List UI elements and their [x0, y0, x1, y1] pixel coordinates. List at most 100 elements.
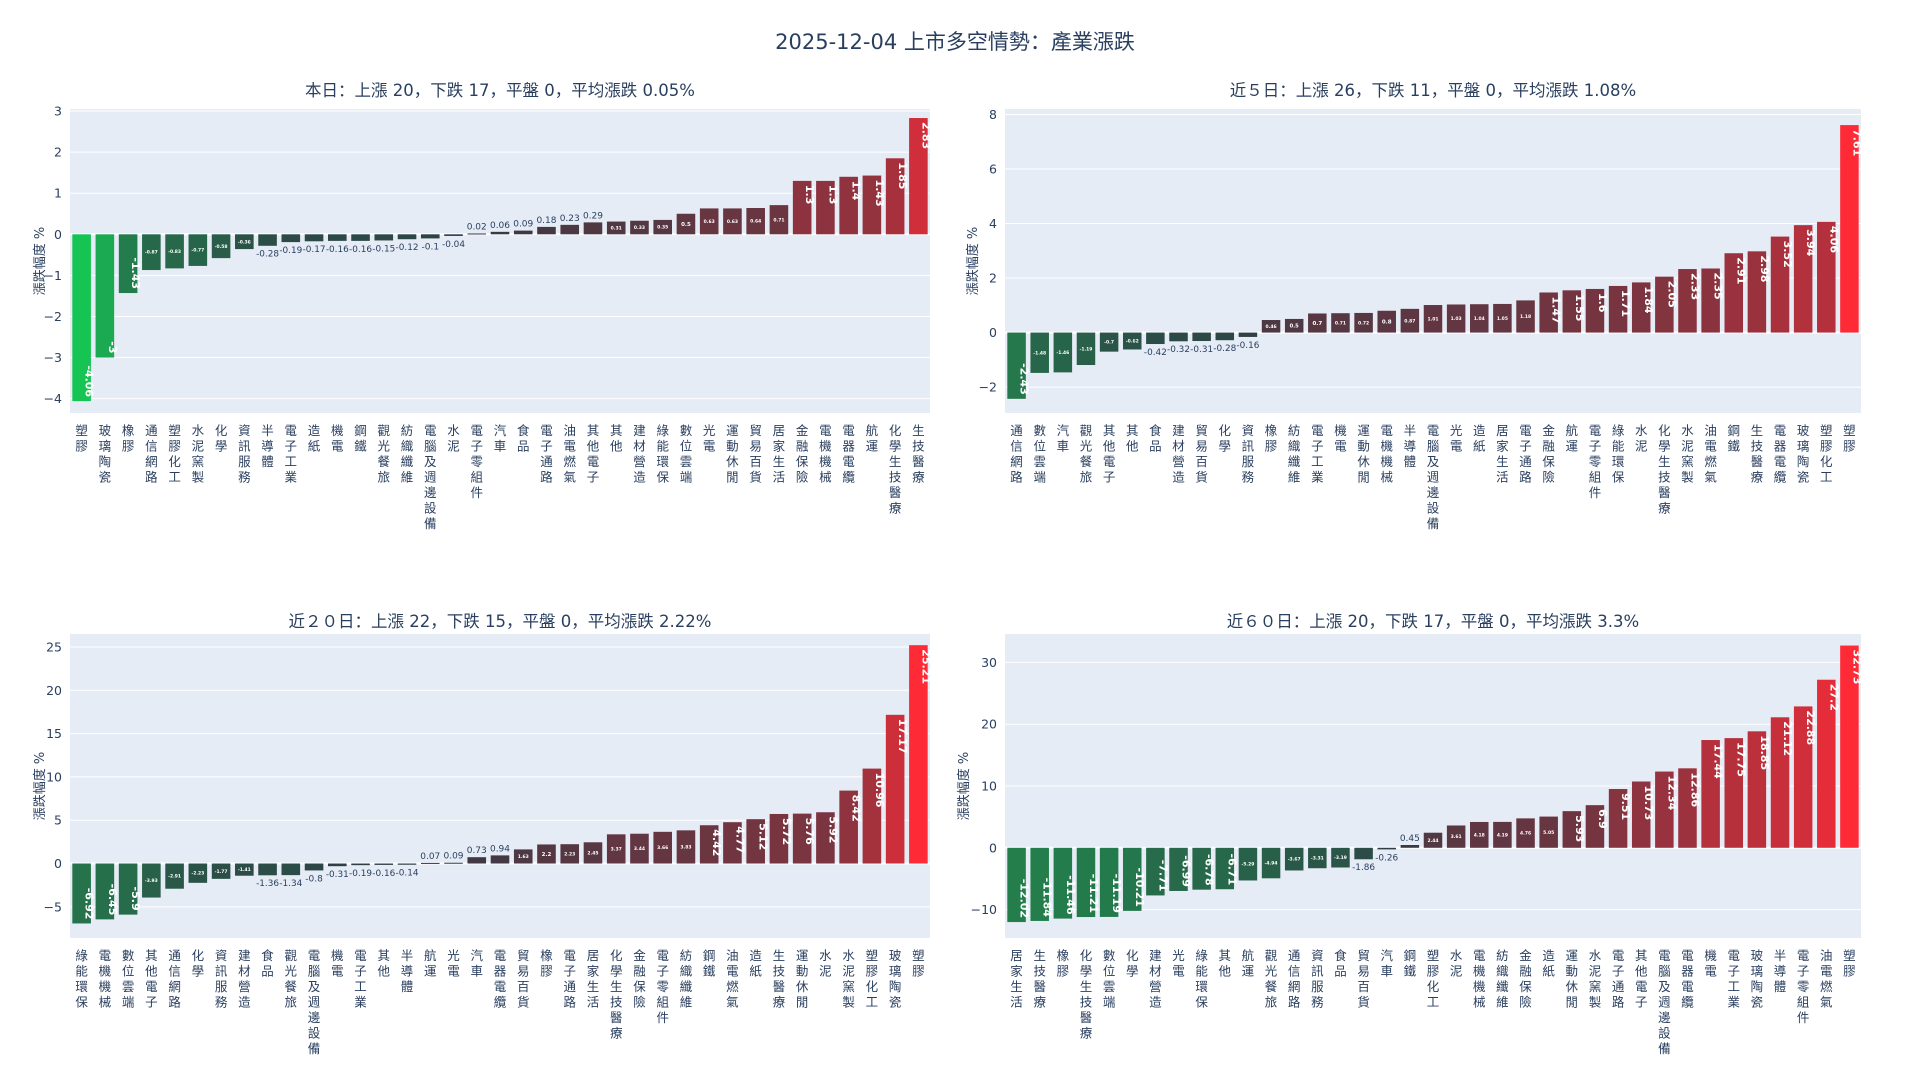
- bar-value-label: 0.23: [560, 214, 580, 224]
- bar: [1562, 811, 1582, 848]
- x-tick-label: 電子工業: [1727, 948, 1740, 1010]
- bar-value-label: -11.19: [1110, 874, 1123, 913]
- chart-panel-4: 近６０日：上漲 20，下跌 17，平盤 0，平均漲跌 3.3% 漲跌幅度 % −…: [956, 612, 1863, 1056]
- x-tick-label: 汽車: [1380, 948, 1393, 979]
- bar-value-label: 2.98: [1758, 255, 1771, 282]
- bar: [769, 813, 789, 864]
- x-tick-label: 電子工業: [354, 948, 367, 1010]
- x-tick-label: 塑膠: [75, 423, 88, 454]
- x-tick-label: 水泥窯製: [192, 423, 205, 485]
- x-tick-label: 觀光餐旅: [285, 948, 298, 1010]
- bar: [142, 863, 161, 898]
- y-tick-label: −10: [971, 902, 997, 917]
- bar: [118, 234, 138, 294]
- x-tick-label: 通信網路: [145, 423, 158, 485]
- x-tick-label: 橡膠: [1265, 423, 1278, 454]
- bar-value-label: 5.05: [1543, 830, 1554, 836]
- y-tick-label: −5: [44, 899, 62, 914]
- bar: [1284, 318, 1304, 333]
- x-tick-label: 鋼鐵: [1727, 423, 1740, 454]
- x-tick-label: 運動休閒: [1357, 423, 1370, 485]
- bar-value-label: -11.21: [1087, 874, 1100, 913]
- bar-value-label: 0.46: [1265, 324, 1276, 330]
- bar: [1423, 832, 1443, 848]
- bar-value-label: 3.52: [1781, 241, 1794, 268]
- bar: [1724, 253, 1744, 333]
- bar-value-label: 1.3: [803, 185, 816, 205]
- bar: [235, 863, 254, 876]
- bar-value-label: 4.19: [1497, 832, 1508, 838]
- plot-area: −5 0 5 10 15 20 25 -6.92 綠能環保 -6.45 電機機械 -5.9 數位雲端 -3…: [44, 634, 932, 1056]
- bar: [1817, 221, 1836, 333]
- bar: [1701, 740, 1720, 848]
- bar: [374, 234, 394, 241]
- y-tick-label: −2: [979, 380, 997, 395]
- bar-value-label: -0.58: [215, 244, 228, 250]
- bar: [1261, 847, 1281, 879]
- plot-background: [1005, 109, 1861, 413]
- bar: [281, 234, 301, 243]
- x-tick-label: 半導體: [1404, 423, 1417, 469]
- bar: [188, 863, 208, 883]
- x-tick-label: 水泥: [1450, 948, 1463, 979]
- x-tick-label: 電子通路: [1519, 423, 1532, 485]
- x-tick-label: 居家生活: [1496, 423, 1509, 485]
- x-tick-label: 水泥: [819, 948, 832, 979]
- x-tick-label: 資訊服務: [1311, 948, 1324, 1010]
- bar: [1007, 332, 1026, 399]
- bar-value-label: 1.55: [1573, 294, 1586, 321]
- bar: [1354, 847, 1373, 860]
- bar: [723, 822, 742, 864]
- bar: [1539, 816, 1558, 848]
- bar-value-label: -0.15: [372, 244, 395, 254]
- bar-value-label: -4.94: [1265, 861, 1278, 867]
- x-tick-label: 貿易百貨: [749, 423, 762, 485]
- bar-value-label: -0.31: [1190, 345, 1213, 355]
- bar-value-label: 4.06: [1827, 226, 1840, 253]
- bar-value-label: 18.85: [1758, 735, 1771, 770]
- y-tick-label: −1: [44, 268, 62, 283]
- bar: [1030, 847, 1049, 921]
- x-tick-label: 紡織纖維: [680, 948, 693, 1010]
- bar-value-label: 17.44: [1712, 744, 1725, 779]
- y-tick-label: 1: [54, 186, 62, 201]
- bar-value-label: 0.63: [727, 219, 738, 225]
- bar: [1470, 821, 1489, 848]
- bar: [1724, 738, 1744, 848]
- bar: [1053, 847, 1073, 919]
- bar: [281, 863, 301, 876]
- bar-value-label: -0.12: [396, 243, 419, 253]
- bar-value-label: 1.4: [850, 181, 863, 201]
- bar: [1099, 847, 1119, 917]
- y-axis-label: 漲跌幅度 %: [965, 227, 981, 296]
- y-tick-label: 25: [46, 639, 62, 654]
- x-tick-label: 運動休閒: [796, 948, 809, 1010]
- x-tick-label: 油電燃氣: [1704, 423, 1717, 485]
- bar: [1562, 290, 1582, 333]
- bar-value-label: 1.47: [1550, 296, 1563, 323]
- bar-value-label: -5.29: [1241, 862, 1254, 868]
- x-tick-label: 金融保險: [796, 423, 809, 485]
- bar-value-label: 3.37: [611, 846, 622, 852]
- bar: [1631, 781, 1651, 848]
- bar: [746, 208, 765, 235]
- x-tick-label: 電子零組件: [470, 423, 483, 500]
- x-tick-label: 其他電子: [1635, 948, 1648, 1010]
- bar-value-label: 0.73: [467, 846, 487, 856]
- bar: [1446, 304, 1466, 333]
- bar: [490, 231, 510, 235]
- bar: [653, 831, 672, 864]
- bar: [1354, 312, 1373, 333]
- bar: [746, 819, 765, 864]
- bar: [1793, 706, 1813, 848]
- bar: [1840, 645, 1859, 848]
- bar: [1215, 332, 1235, 341]
- x-tick-label: 電器電纜: [842, 423, 855, 485]
- bar-value-label: -0.1: [421, 242, 439, 252]
- bar: [1701, 268, 1720, 333]
- y-tick-label: 0: [989, 325, 997, 340]
- x-tick-label: 水泥: [1635, 423, 1648, 454]
- plot-area: −4 −3 −2 −1 0 1 2 3 -4.06 塑膠 -3 玻璃陶瓷 -1.43 橡膠 -0.87 通信網…: [44, 104, 933, 531]
- bar: [513, 849, 533, 864]
- x-tick-label: 化學: [1219, 423, 1232, 454]
